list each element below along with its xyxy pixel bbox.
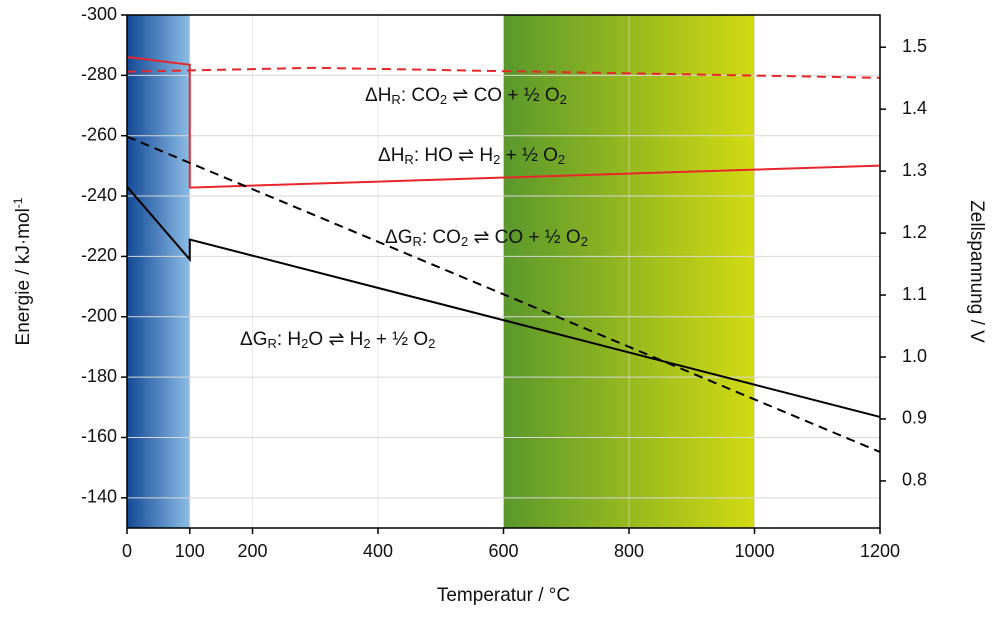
y2-axis-title: Zellspannung / V bbox=[966, 200, 987, 343]
line bbox=[126, 55, 881, 189]
line bbox=[126, 186, 881, 418]
shaded-range bbox=[127, 15, 190, 528]
x-tick-label: 600 bbox=[488, 541, 518, 561]
annotation-part: R bbox=[412, 234, 421, 249]
y2-tick-label: 0.8 bbox=[902, 470, 927, 490]
y-tick-label: -260 bbox=[81, 124, 117, 144]
y-axis-title-part: -1 bbox=[11, 197, 25, 208]
y2-tick-label: 1.1 bbox=[902, 284, 927, 304]
annotation-part: + ½ O bbox=[500, 145, 558, 166]
annotation-part: O ⇌ H bbox=[438, 145, 493, 166]
annotation-part: 2 bbox=[581, 234, 588, 249]
annotation-part: : CO bbox=[422, 227, 461, 248]
x-tick-label: 1200 bbox=[860, 541, 900, 561]
annotation-part: ⇌ CO + ½ O bbox=[447, 85, 560, 106]
annotation-part: : H bbox=[277, 329, 301, 350]
y2-tick-label: 1.3 bbox=[902, 160, 927, 180]
y-tick-label: -220 bbox=[81, 245, 117, 265]
annotation-part: 2 bbox=[440, 92, 447, 107]
annotation-part: ΔG bbox=[240, 329, 267, 350]
x-tick-label: 1000 bbox=[734, 541, 774, 561]
y-tick-label: -240 bbox=[81, 185, 117, 205]
annotation: ΔGR: CO2 ⇌ CO + ½ O2 bbox=[385, 227, 588, 249]
annotation: ΔHR: CO2 ⇌ CO + ½ O2 bbox=[365, 85, 567, 107]
y2-tick-label: 0.9 bbox=[902, 408, 927, 428]
annotation-part: 2 bbox=[428, 336, 435, 351]
y2-tick-label: 1.0 bbox=[902, 346, 927, 366]
line bbox=[126, 66, 881, 79]
annotation-part: : CO bbox=[401, 85, 440, 106]
x-tick-label: 200 bbox=[237, 541, 267, 561]
y-tick-label: -140 bbox=[81, 487, 117, 507]
x-axis-title: Temperatur / °C bbox=[437, 585, 570, 606]
annotation-part: O ⇌ H bbox=[308, 329, 363, 350]
annotation-part: R bbox=[404, 152, 413, 167]
x-tick-label: 100 bbox=[175, 541, 205, 561]
y-tick-label: -200 bbox=[81, 306, 117, 326]
y-tick-label: -300 bbox=[81, 4, 117, 24]
x-tick-label: 800 bbox=[614, 541, 644, 561]
annotation-part: ⇌ CO + ½ O bbox=[468, 227, 581, 248]
annotation-part: + ½ O bbox=[371, 329, 429, 350]
annotation-part: 2 bbox=[461, 234, 468, 249]
annotation-part: R bbox=[267, 336, 276, 351]
y2-tick-label: 1.5 bbox=[902, 36, 927, 56]
annotation-part: 2 bbox=[301, 336, 308, 351]
annotation-part: ΔG bbox=[385, 227, 412, 248]
plot-frame bbox=[126, 14, 881, 529]
y-tick-label: -160 bbox=[81, 426, 117, 446]
annotation-part: 2 bbox=[493, 152, 500, 167]
annotation-part: : H bbox=[414, 145, 438, 166]
y-axis-title: Energie / kJ·mol-1 bbox=[11, 197, 34, 345]
annotation-part: ΔH bbox=[378, 145, 404, 166]
y2-tick-label: 1.2 bbox=[902, 222, 927, 242]
x-tick-label: 400 bbox=[363, 541, 393, 561]
y2-tick-label: 1.4 bbox=[902, 98, 927, 118]
y-tick-label: -180 bbox=[81, 366, 117, 386]
x-tick-label: 0 bbox=[122, 541, 132, 561]
annotation-part: 2 bbox=[558, 152, 565, 167]
annotation-part: R bbox=[391, 92, 400, 107]
annotation-part: ΔH bbox=[365, 85, 391, 106]
line bbox=[126, 135, 881, 453]
annotation: ΔHR: HO ⇌ H2 + ½ O2 bbox=[378, 145, 565, 167]
annotation-part: 2 bbox=[560, 92, 567, 107]
y-axis-title-part: Energie / kJ·mol bbox=[13, 208, 34, 345]
annotation: ΔGR: H2O ⇌ H2 + ½ O2 bbox=[240, 329, 435, 351]
y-tick-label: -280 bbox=[81, 64, 117, 84]
annotation-part: 2 bbox=[363, 336, 370, 351]
